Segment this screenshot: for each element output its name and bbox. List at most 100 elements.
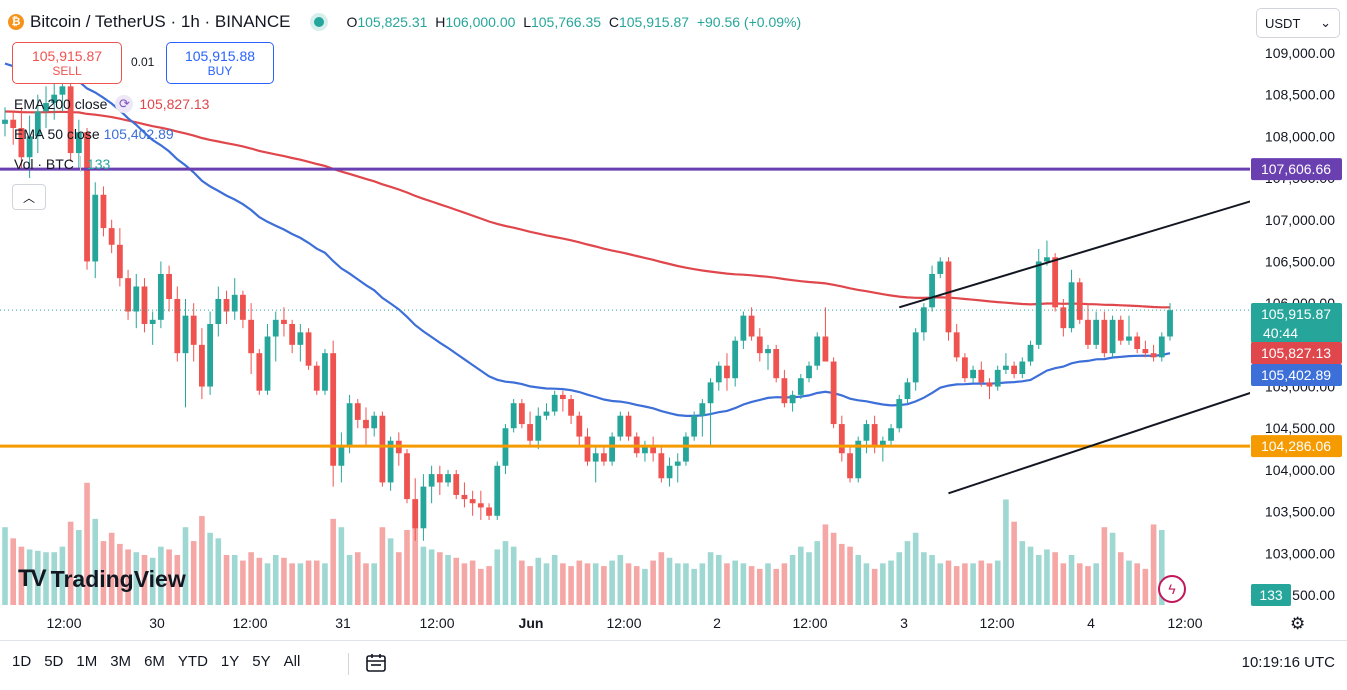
range-1m[interactable]: 1M [76,653,98,670]
volume-bar [839,543,845,605]
volume-bar [289,563,295,605]
candle-body [961,357,968,379]
candle-body [1019,361,1026,375]
collapse-legend-button[interactable]: ︿ [12,184,46,210]
range-3m[interactable]: 3M [110,653,132,670]
volume-bar [453,557,460,605]
volume-bar [625,563,632,605]
volume-bar [683,563,689,605]
close-value: 105,915.87 [618,14,690,30]
high-value: 106,000.00 [445,14,516,30]
candle-body [182,315,189,354]
price-tick-label: 108,000.00 [1265,128,1335,144]
volume-bar [896,552,903,605]
ema-50-path [4,62,1171,417]
price-tick-label: 103,500.00 [1265,504,1335,520]
legend-volume[interactable]: Vol · BTC 133 [14,156,110,172]
bottom-toolbar: 1D 5D 1M 3M 6M YTD 1Y 5Y All 10:19:16 UTC [0,640,1347,690]
volume-bar [76,530,82,605]
purple-level-label-tag [1251,158,1342,181]
settings-icon[interactable]: ⚙ [1290,614,1306,633]
volume-bar [428,549,435,605]
buy-button[interactable]: 105,915.88 BUY [166,42,274,84]
candle-body [986,382,993,387]
volume-bar [338,527,345,605]
volume-bar [855,555,862,605]
legend-ema50[interactable]: EMA 50 close 105,402.89 [14,126,174,142]
candle-body [116,244,123,279]
volume-bar [420,546,427,605]
candle-body [420,486,427,529]
volume-bar [502,541,509,605]
range-5y[interactable]: 5Y [252,653,271,670]
volume-bar [1117,552,1124,605]
volume-bar [740,563,747,605]
candle-body [715,365,722,383]
tradingview-mark-icon: TV [18,565,47,592]
legend-ema200[interactable]: EMA 200 close ⟳ 105,827.13 [14,95,209,113]
candle-body [34,111,41,137]
current-price-label-countdown: 40:44 [1263,325,1298,341]
time-tick-label: 12:00 [232,615,267,631]
sell-button[interactable]: 105,915.87 SELL [12,42,122,84]
volume-bar [486,566,492,605]
range-ytd[interactable]: YTD [177,653,208,670]
orange-level-label-tag [1251,435,1342,458]
price-axis-labels: 107,606.66 105,915.87 40:44 105,827.13 105,4… [1251,158,1342,606]
time-axis[interactable]: 12:00 30 12:00 31 12:00 Jun 12:00 2 12:00 3 12:00 4… [46,615,1202,631]
candle-body [551,394,558,412]
candle-body [256,353,263,391]
range-6m[interactable]: 6M [144,653,165,670]
calendar-icon[interactable] [364,651,390,675]
candle-body [756,336,763,354]
symbol-title[interactable]: Bitcoin / TetherUS · 1h · BINANCE [30,12,291,31]
candle-body [1101,319,1108,354]
horizontal-levels[interactable] [0,167,1250,448]
candle-body [978,369,985,383]
volume-bar [26,549,33,605]
price-chart[interactable]: 109,000.00108,500.00108,000.00107,500.00… [0,0,1347,640]
utc-clock[interactable]: 10:19:16 UTC [1241,654,1335,671]
volume-bar [494,549,501,605]
candle-body [855,440,862,479]
change-value: +90.56 (+0.09%) [696,14,802,30]
candle-body [937,261,944,274]
candle-body [125,278,131,312]
candle-body [379,415,386,483]
volume-bar [231,555,238,605]
volume-bar [601,566,607,605]
time-tick-label: Jun [519,615,544,631]
lightning-icon[interactable]: ϟ [1158,575,1186,603]
candle-body [469,499,476,504]
range-1y[interactable]: 1Y [220,653,240,670]
candle-body [84,132,90,262]
range-5d[interactable]: 5D [44,653,64,670]
time-tick-label: 31 [335,615,351,631]
purple-level-label: 107,606.66 [1261,161,1331,177]
toolbar-divider [348,653,349,675]
sync-icon[interactable]: ⟳ [115,95,134,113]
candle-body [683,436,689,462]
candle-body [141,286,148,324]
volume-bar [2,527,8,605]
volume-bar [519,560,525,605]
volume-bar [576,560,583,605]
currency-select[interactable]: USDT ⌄ [1256,8,1340,38]
volume-bar [822,524,829,605]
candle-body [92,194,99,262]
time-tick-label: 12:00 [979,615,1014,631]
low-value: 105,766.35 [530,14,602,30]
volume-bar [1052,552,1058,605]
tradingview-logo: TV TradingView [18,565,186,593]
candle-body [740,315,747,341]
volume-bar [363,563,369,605]
volume-bar [199,516,205,605]
candle-body [1085,319,1091,345]
candle-body [1060,307,1067,329]
range-1d[interactable]: 1D [12,653,32,670]
candle-body [461,494,468,500]
volume-bar [223,555,230,605]
volume-bar [1126,560,1132,605]
ema200-value: 105,827.13 [139,96,210,112]
range-all[interactable]: All [283,653,301,670]
